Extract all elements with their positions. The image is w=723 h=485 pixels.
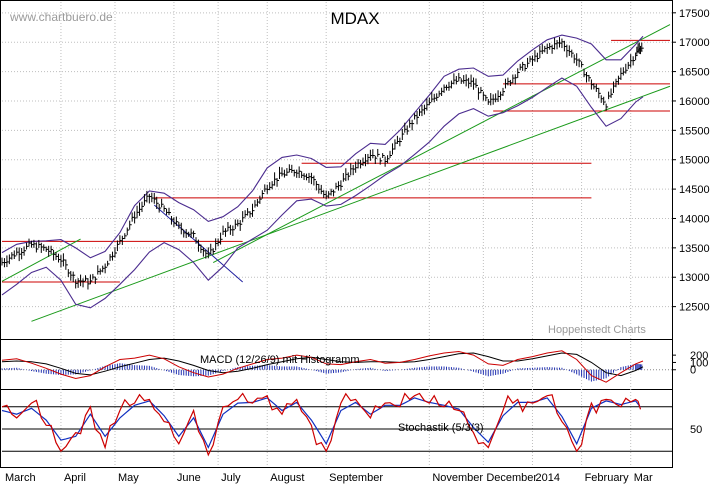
- stoch-k-line: [1, 392, 642, 457]
- credit-label: Hoppenstedt Charts: [548, 324, 646, 336]
- month-label: August: [270, 472, 304, 484]
- price-tick-label: 13000: [679, 272, 710, 284]
- month-label: Mar: [634, 472, 653, 484]
- macd-signal-line: [1, 352, 644, 377]
- bollinger-bands: [1, 34, 644, 309]
- chart-title: MDAX: [330, 9, 379, 28]
- trendlines: [1, 24, 671, 322]
- price-tick-label: 14000: [679, 213, 710, 225]
- macd-tick-label: 200: [690, 350, 708, 362]
- month-label: July: [221, 472, 241, 484]
- stoch-tick-label: 50: [690, 424, 702, 436]
- price-tick-label: 14500: [679, 184, 710, 196]
- stoch-d-line: [1, 397, 641, 449]
- trendline: [1, 238, 81, 282]
- price-tick-label: 17000: [679, 37, 710, 49]
- macd-line: [1, 350, 644, 383]
- price-tick-label: 12500: [679, 302, 710, 314]
- trendline: [212, 24, 671, 263]
- price-tick-label: 16000: [679, 96, 710, 108]
- watermark: www.chartbuero.de: [9, 10, 113, 24]
- price-tick-label: 15000: [679, 155, 710, 167]
- stoch-panel-frame: [0, 389, 673, 468]
- macd-tick-label: 100: [690, 357, 708, 369]
- month-label: March: [5, 472, 36, 484]
- stoch-panel: 50: [1, 392, 702, 457]
- price-bars: [1, 37, 644, 290]
- month-label: December: [486, 472, 537, 484]
- month-label: June: [177, 472, 201, 484]
- macd-tick-label: 0: [690, 365, 696, 377]
- month-label: November: [432, 472, 483, 484]
- month-label: September: [329, 472, 383, 484]
- bollinger-lower: [1, 77, 644, 309]
- price-tick-label: 15500: [679, 125, 710, 137]
- price-tick-label: 17500: [679, 8, 710, 20]
- trendline: [31, 85, 671, 322]
- price-tick-label: 16500: [679, 67, 710, 79]
- bollinger-upper: [1, 34, 644, 259]
- month-label: February: [585, 472, 630, 484]
- price-tick-label: 13500: [679, 243, 710, 255]
- macd-label: MACD (12/26/9) mit Histogramm: [200, 354, 360, 366]
- stoch-label: Stochastik (5/3/3): [398, 422, 484, 434]
- month-label: May: [118, 472, 139, 484]
- price-axis: 12500 13000 13500 14000 14500 15000 15500 16000…: [672, 8, 710, 314]
- month-axis: March April May June July August September Nove…: [5, 472, 653, 484]
- grid: [2, 2, 672, 467]
- month-label: April: [64, 472, 86, 484]
- month-label: 2014: [535, 472, 559, 484]
